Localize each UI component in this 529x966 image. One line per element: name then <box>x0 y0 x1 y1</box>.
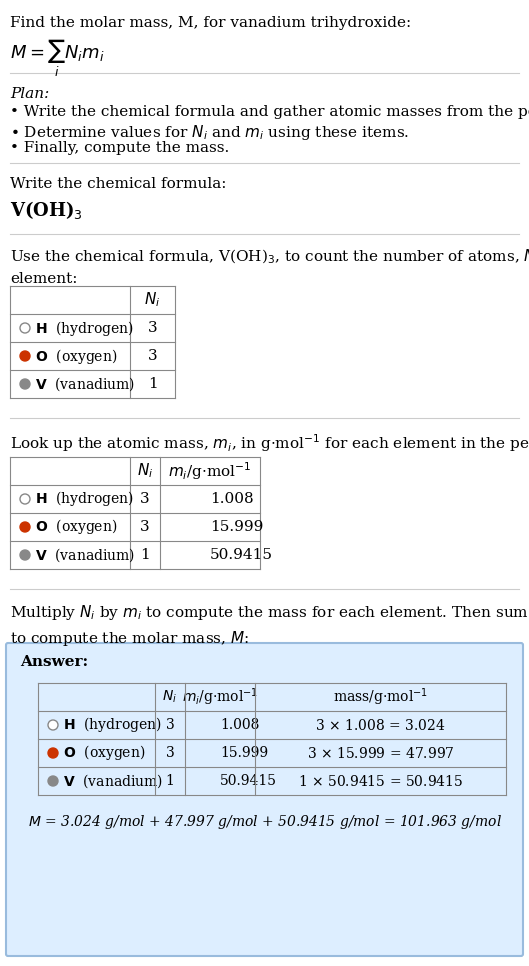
Text: Plan:: Plan: <box>10 87 49 101</box>
Text: 3: 3 <box>148 321 157 335</box>
Circle shape <box>48 720 58 730</box>
Text: 1: 1 <box>166 774 175 788</box>
Text: $\bf{O}$  (oxygen): $\bf{O}$ (oxygen) <box>35 347 117 365</box>
Text: 1.008: 1.008 <box>210 492 253 506</box>
Text: 15.999: 15.999 <box>220 746 268 760</box>
Text: • Write the chemical formula and gather atomic masses from the periodic table.: • Write the chemical formula and gather … <box>10 105 529 119</box>
Circle shape <box>20 379 30 389</box>
Text: $M = \sum_i N_i m_i$: $M = \sum_i N_i m_i$ <box>10 38 104 79</box>
Text: Look up the atomic mass, $m_i$, in g$\cdot$mol$^{-1}$ for each element in the pe: Look up the atomic mass, $m_i$, in g$\cd… <box>10 432 529 454</box>
Circle shape <box>20 522 30 532</box>
Text: • Finally, compute the mass.: • Finally, compute the mass. <box>10 141 229 155</box>
Text: • Determine values for $N_i$ and $m_i$ using these items.: • Determine values for $N_i$ and $m_i$ u… <box>10 123 409 142</box>
Text: $\bf{H}$  (hydrogen): $\bf{H}$ (hydrogen) <box>35 490 134 508</box>
Text: $\bf{V}$  (vanadium): $\bf{V}$ (vanadium) <box>35 546 135 564</box>
Text: 1 $\times$ 50.9415 = 50.9415: 1 $\times$ 50.9415 = 50.9415 <box>298 774 463 788</box>
Text: $\bf{O}$  (oxygen): $\bf{O}$ (oxygen) <box>35 518 117 536</box>
Text: Use the chemical formula, V(OH)$_3$, to count the number of atoms, $N_i$, for ea: Use the chemical formula, V(OH)$_3$, to … <box>10 248 529 286</box>
Text: $\bf{V}$  (vanadium): $\bf{V}$ (vanadium) <box>63 772 163 790</box>
Text: $\bf{H}$  (hydrogen): $\bf{H}$ (hydrogen) <box>63 716 162 734</box>
Circle shape <box>20 550 30 560</box>
Circle shape <box>20 494 30 504</box>
Text: Answer:: Answer: <box>20 655 88 669</box>
Text: 3: 3 <box>140 520 150 534</box>
Text: $M$ = 3.024 g/mol + 47.997 g/mol + 50.9415 g/mol = 101.963 g/mol: $M$ = 3.024 g/mol + 47.997 g/mol + 50.94… <box>28 813 501 831</box>
Text: $\bf{V}$  (vanadium): $\bf{V}$ (vanadium) <box>35 375 135 393</box>
Text: 3 $\times$ 1.008 = 3.024: 3 $\times$ 1.008 = 3.024 <box>315 718 446 732</box>
Circle shape <box>20 323 30 333</box>
Text: 3 $\times$ 15.999 = 47.997: 3 $\times$ 15.999 = 47.997 <box>307 746 454 760</box>
Text: Write the chemical formula:: Write the chemical formula: <box>10 177 226 191</box>
Text: $m_i$/g$\cdot$mol$^{-1}$: $m_i$/g$\cdot$mol$^{-1}$ <box>168 460 252 482</box>
Text: Find the molar mass, M, for vanadium trihydroxide:: Find the molar mass, M, for vanadium tri… <box>10 16 411 30</box>
Text: 50.9415: 50.9415 <box>220 774 277 788</box>
Circle shape <box>20 351 30 361</box>
Text: 1: 1 <box>148 377 157 391</box>
Text: $N_i$: $N_i$ <box>162 689 178 705</box>
Circle shape <box>48 776 58 786</box>
Circle shape <box>48 748 58 758</box>
Text: $m_i$/g$\cdot$mol$^{-1}$: $m_i$/g$\cdot$mol$^{-1}$ <box>182 686 258 708</box>
Text: mass/g$\cdot$mol$^{-1}$: mass/g$\cdot$mol$^{-1}$ <box>333 686 428 708</box>
Text: 15.999: 15.999 <box>210 520 263 534</box>
Text: Multiply $N_i$ by $m_i$ to compute the mass for each element. Then sum those val: Multiply $N_i$ by $m_i$ to compute the m… <box>10 603 529 648</box>
Text: 1.008: 1.008 <box>220 718 259 732</box>
Text: $N_i$: $N_i$ <box>144 291 161 309</box>
Text: $\bf{H}$  (hydrogen): $\bf{H}$ (hydrogen) <box>35 319 134 337</box>
Text: 3: 3 <box>166 746 175 760</box>
Text: 50.9415: 50.9415 <box>210 548 273 562</box>
Text: 3: 3 <box>140 492 150 506</box>
FancyBboxPatch shape <box>6 643 523 956</box>
Text: 3: 3 <box>148 349 157 363</box>
Text: $\bf{O}$  (oxygen): $\bf{O}$ (oxygen) <box>63 744 145 762</box>
Text: 3: 3 <box>166 718 175 732</box>
Text: V(OH)$_3$: V(OH)$_3$ <box>10 199 83 221</box>
Text: $N_i$: $N_i$ <box>137 462 153 480</box>
Text: 1: 1 <box>140 548 150 562</box>
